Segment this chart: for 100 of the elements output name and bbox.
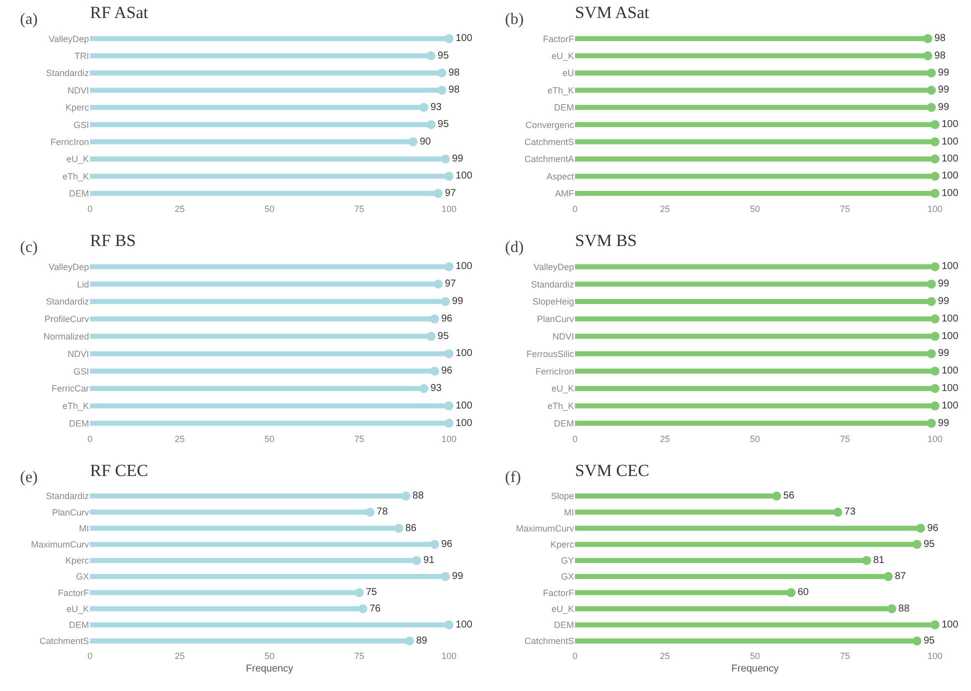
data-label: 89 <box>416 635 428 646</box>
point <box>772 492 782 501</box>
data-label: 100 <box>942 119 959 130</box>
x-tick-label: 75 <box>354 204 364 214</box>
y-tick-label: Kperc <box>65 556 90 566</box>
y-tick-label: GY <box>560 556 574 566</box>
x-tick-label: 75 <box>840 434 850 444</box>
data-label: 99 <box>452 296 464 307</box>
data-label: 100 <box>942 154 959 164</box>
data-label: 100 <box>456 619 473 630</box>
y-tick-label: MaximumCurv <box>30 540 90 550</box>
y-tick-label: eU_K <box>66 154 89 164</box>
data-label: 78 <box>376 506 388 518</box>
text: (c) <box>20 239 38 256</box>
point <box>430 314 440 324</box>
point <box>884 572 893 582</box>
data-label: 93 <box>430 102 442 113</box>
x-tick-label: 100 <box>927 204 943 214</box>
y-tick-label: Convergenc <box>525 120 574 130</box>
y-tick-label: NDVI <box>552 331 574 342</box>
point <box>419 384 428 393</box>
point <box>786 588 796 598</box>
point <box>437 68 446 78</box>
x-tick-label: 25 <box>174 434 185 444</box>
point <box>887 604 896 614</box>
point <box>444 620 454 630</box>
x-tick-label: 25 <box>174 651 185 661</box>
y-tick-label: GX <box>560 572 574 582</box>
data-label: 95 <box>924 635 936 646</box>
data-label: 73 <box>844 506 856 518</box>
data-label: 98 <box>448 84 460 96</box>
point <box>354 588 364 598</box>
data-label: 100 <box>942 330 959 342</box>
point <box>437 86 446 95</box>
data-label: 100 <box>942 383 959 394</box>
x-tick-label: 50 <box>264 651 275 661</box>
data-label: 96 <box>927 522 939 534</box>
data-label: 100 <box>942 136 959 148</box>
y-tick-label: eU_K <box>551 384 574 394</box>
chart-title: SVM ASat <box>575 2 650 22</box>
y-tick-label: FerricCar <box>52 384 89 394</box>
data-label: 99 <box>938 278 950 290</box>
text: (a) <box>20 11 38 28</box>
y-tick-label: CatchmentS <box>524 636 574 646</box>
point <box>440 154 450 164</box>
data-label: 91 <box>423 554 435 566</box>
data-label: 95 <box>438 330 450 342</box>
x-tick-label: 75 <box>840 204 850 214</box>
y-tick-label: AMF <box>555 188 574 199</box>
x-tick-label: 50 <box>264 434 275 444</box>
y-tick-label: FerricIron <box>50 136 89 147</box>
y-tick-label: eU <box>562 68 574 78</box>
data-label: 100 <box>942 619 959 630</box>
x-tick-label: 75 <box>840 651 850 661</box>
data-label: 95 <box>438 50 450 62</box>
text: (b) <box>505 11 524 28</box>
data-label: 99 <box>938 84 950 96</box>
chart-title: SVM CEC <box>575 460 650 480</box>
data-label: 98 <box>448 68 460 78</box>
point <box>444 401 454 410</box>
y-tick-label: MI <box>564 507 574 518</box>
y-tick-label: DEM <box>554 102 574 113</box>
text: (e) <box>20 469 38 486</box>
x-tick-label: 0 <box>572 434 578 444</box>
y-tick-label: ValleyDep <box>534 262 574 272</box>
x-tick-label: 0 <box>572 651 578 661</box>
point <box>430 366 440 376</box>
point <box>426 120 436 130</box>
point <box>444 172 454 181</box>
x-tick-label: 50 <box>750 434 760 444</box>
data-label: 100 <box>456 170 473 182</box>
data-label: 75 <box>366 587 378 598</box>
data-label: 100 <box>456 418 473 429</box>
point <box>440 297 450 306</box>
data-label: 76 <box>369 603 382 614</box>
y-tick-label: eU_K <box>551 50 574 61</box>
point <box>426 332 436 341</box>
data-label: 98 <box>934 50 946 62</box>
y-tick-label: ValleyDep <box>48 34 89 44</box>
data-label: 100 <box>456 33 473 44</box>
point <box>419 102 428 112</box>
data-label: 99 <box>938 348 950 360</box>
point <box>916 524 926 533</box>
x-axis-title: Frequency <box>731 664 779 674</box>
x-tick-label: 100 <box>441 434 457 444</box>
y-tick-label: ValleyDep <box>48 262 89 272</box>
x-tick-label: 50 <box>750 651 760 661</box>
y-tick-label: FerricIron <box>535 366 574 376</box>
point <box>430 540 440 549</box>
data-label: 60 <box>798 587 810 598</box>
data-label: 99 <box>938 102 950 113</box>
y-tick-label: CatchmentS <box>524 136 574 147</box>
point <box>444 349 454 358</box>
x-tick-label: 0 <box>572 204 578 214</box>
data-label: 81 <box>873 554 885 566</box>
x-axis-title: Frequency <box>246 664 294 674</box>
data-label: 97 <box>444 278 456 290</box>
data-label: 87 <box>894 571 906 582</box>
data-label: 97 <box>444 188 456 199</box>
data-label: 100 <box>942 313 959 324</box>
